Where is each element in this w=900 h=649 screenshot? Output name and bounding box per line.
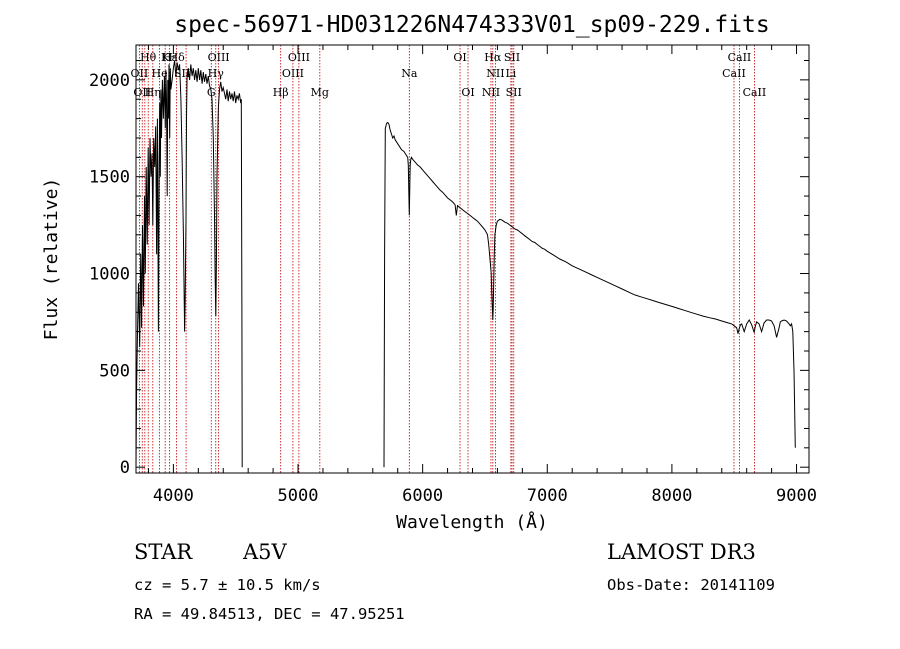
- line-label: SII: [504, 51, 520, 64]
- line-label: He: [152, 67, 168, 80]
- line-label: OII: [133, 86, 151, 99]
- line-label: OII: [131, 67, 149, 80]
- x-tick-label: 9000: [776, 486, 817, 506]
- line-label: Hα: [484, 51, 502, 64]
- x-axis-label: Wavelength (Å): [396, 511, 548, 533]
- coordinates-text: RA = 49.84513, DEC = 47.95251: [134, 605, 405, 623]
- y-tick-label: 2000: [89, 71, 130, 91]
- obs-date-text: Obs-Date: 20141109: [607, 576, 775, 594]
- emission-line-markers: [138, 45, 755, 473]
- x-tick-label: 4000: [153, 486, 194, 506]
- line-label: OI: [461, 86, 474, 99]
- spectrum-series: [135, 60, 796, 468]
- y-tick-label: 0: [120, 458, 130, 478]
- line-label: Hε: [162, 51, 178, 64]
- survey-name: LAMOST DR3: [607, 540, 756, 564]
- line-label: SII: [506, 86, 522, 99]
- line-label: Hγ: [208, 67, 225, 80]
- object-subclass: A5V: [242, 540, 288, 564]
- line-label: CaII: [728, 51, 752, 64]
- y-tick-label: 1000: [89, 265, 130, 285]
- line-label: NII: [482, 86, 500, 99]
- object-class: STAR: [134, 540, 193, 564]
- line-label: Mg: [311, 86, 329, 99]
- line-label: OIII: [208, 51, 230, 64]
- x-tick-label: 6000: [402, 486, 443, 506]
- plot-frame: [135, 44, 810, 474]
- line-label: OIII: [282, 67, 304, 80]
- line-label: Hθ: [140, 51, 157, 64]
- x-axis-ticks: 4000 5000 6000 7000 8000 9000: [147, 45, 817, 506]
- y-axis-label: Flux (relative): [41, 178, 62, 341]
- line-label: Hδ: [169, 51, 186, 64]
- x-tick-label: 7000: [527, 486, 568, 506]
- x-tick-label: 8000: [651, 486, 692, 506]
- line-label: NII: [486, 67, 504, 80]
- y-tick-label: 1500: [89, 168, 130, 188]
- x-tick-label: 5000: [278, 486, 319, 506]
- y-tick-label: 500: [99, 361, 130, 381]
- line-label: OIII: [288, 51, 310, 64]
- line-label: Na: [401, 67, 418, 80]
- line-label: Hη: [145, 86, 161, 99]
- line-label: K: [161, 51, 170, 64]
- line-label: CaII: [743, 86, 767, 99]
- spectrum-line: [135, 60, 243, 468]
- line-label: OI: [453, 51, 466, 64]
- spectrum-line: [383, 121, 796, 468]
- line-label: Li: [505, 67, 516, 80]
- redshift-text: cz = 5.7 ± 10.5 km/s: [134, 576, 321, 594]
- chart-title: spec-56971-HD031226N474333V01_sp09-229.f…: [174, 12, 769, 38]
- line-label: Hβ: [273, 86, 289, 99]
- line-label: CaII: [722, 67, 746, 80]
- y-axis-ticks: 0 500 1000 1500 2000: [89, 59, 809, 478]
